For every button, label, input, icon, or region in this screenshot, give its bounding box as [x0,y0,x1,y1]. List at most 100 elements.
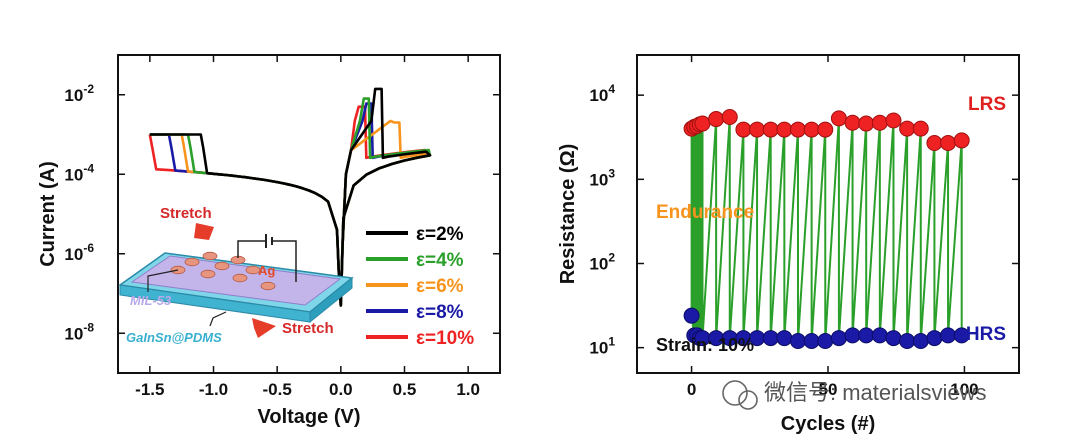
ag-electrode [200,269,216,279]
switching-lines [690,116,963,342]
legend-entry: ε=2% [416,224,464,245]
stretch-arrow-top [194,223,214,240]
iv-series-group [148,87,432,307]
switch-line-reset [824,118,840,342]
lrs-point [708,111,725,128]
iv-x-tick-label: -0.5 [263,380,292,399]
hrs-point [789,332,806,349]
endurance-x-tick-label: 50 [819,380,838,399]
mil-leader [147,269,179,292]
endurance-x-axis-title: Cycles (#) [781,413,876,435]
switch-line-reset [701,118,718,339]
legend-entry: ε=8% [416,302,464,323]
stretch-label-top: Stretch [160,205,212,222]
lrs-point [817,121,834,138]
lrs-point [940,135,957,152]
ag-electrode [232,273,248,283]
hrs-point [776,330,793,347]
circuit-wire [237,240,266,258]
substrate-leader [209,311,227,327]
lrs-point [749,121,766,138]
lrs-point [694,115,711,132]
hrs-label: HRS [966,324,1006,345]
iv-x-tick-label: -1.5 [135,380,164,399]
endurance-label: Endurance [656,202,754,223]
lrs-point [776,121,793,138]
switch-line-reset [906,128,922,342]
switch-line-reset [892,128,909,339]
switch-line-reset [769,129,786,339]
stretch-label-bottom: Stretch [282,320,334,337]
iv-legend: ε=2% ε=4% ε=6% ε=8% ε=10% [366,224,474,349]
switch-line-reset [742,129,759,339]
iv-x-tick-label: 0.0 [329,380,353,399]
endurance-y-tick-label: 101 [589,335,615,358]
substrate-side [309,276,353,324]
switch-line-reset [783,129,799,339]
ag-electrode [184,257,200,267]
mil53-label: MIL-53 [130,293,172,308]
substrate-label: GaInSn@PDMS [126,330,222,345]
hrs-point [953,327,970,344]
hrs-point [844,327,861,344]
switch-line-reset [919,142,936,342]
hrs-point [817,332,834,349]
iv-y-axis-title: Current (A) [37,161,59,267]
endurance-panel: 0 50 100 101 102 103 104 LRS HRS Endurance Str… [557,54,1020,435]
endurance-x-tick-label: 100 [950,380,978,399]
iv-y-tick-label: 10-6 [64,241,94,264]
lrs-point [858,115,875,132]
iv-curve-panel: -1.5 -1.0 -0.5 0.0 0.5 1.0 10-8 10-6 10-4 10-2 [37,54,501,428]
stretch-arrow-bottom [252,318,276,338]
lrs-point [899,120,916,137]
endurance-x-tick-label: 0 [687,380,696,399]
hrs-point [683,307,700,324]
switch-line-reset [728,129,745,339]
switch-line-reset [878,120,895,336]
lrs-point [762,121,779,138]
switch-line-reset [715,116,731,339]
switch-line-reset [865,122,881,336]
legend-entry: ε=4% [416,250,464,271]
endurance-y-tick-label: 104 [589,82,615,105]
lrs-point [830,110,847,127]
hrs-point [830,330,847,347]
lrs-point [721,109,738,126]
hrs-point [871,327,888,344]
hrs-point [762,330,779,347]
hrs-point [858,327,875,344]
iv-y-tick-label: 10-2 [64,82,94,105]
hrs-point [912,332,929,349]
switch-line-reset [756,129,772,339]
lrs-point [953,132,970,149]
switch-line-reset [837,122,854,339]
endurance-y-tick-label: 102 [589,250,615,273]
lrs-point [803,121,820,138]
device-inset: Stretch Stretch Ag MIL-53 GaInSn@PDMS [118,205,354,345]
iv-x-tick-label: 0.5 [393,380,417,399]
switch-line-reset [947,140,963,336]
lrs-point [912,120,929,137]
iv-x-tick-label: 1.0 [456,380,480,399]
watermark-text: 微信号: materialsviews [764,380,986,405]
hrs-point [885,330,902,347]
wechat-icon-small [738,390,758,410]
ag-electrode [214,261,230,271]
iv-x-tick-label: -1.0 [199,380,228,399]
lrs-point [844,114,861,131]
resistance-points [683,109,970,349]
iv-y-tick-label: 10-8 [64,320,94,343]
legend-entry: ε=6% [416,276,464,297]
switch-line-reset [796,129,813,342]
hrs-point [940,327,957,344]
ag-label: Ag [258,263,275,278]
wechat-icon [722,380,748,406]
lrs-point [885,112,902,129]
lrs-point [871,114,888,131]
lrs-point [789,121,806,138]
switch-line-reset [933,142,950,339]
iv-series-line [149,87,432,307]
strain-label: Strain: 10% [656,335,754,355]
circuit-wire [272,240,297,282]
hrs-point [803,332,820,349]
